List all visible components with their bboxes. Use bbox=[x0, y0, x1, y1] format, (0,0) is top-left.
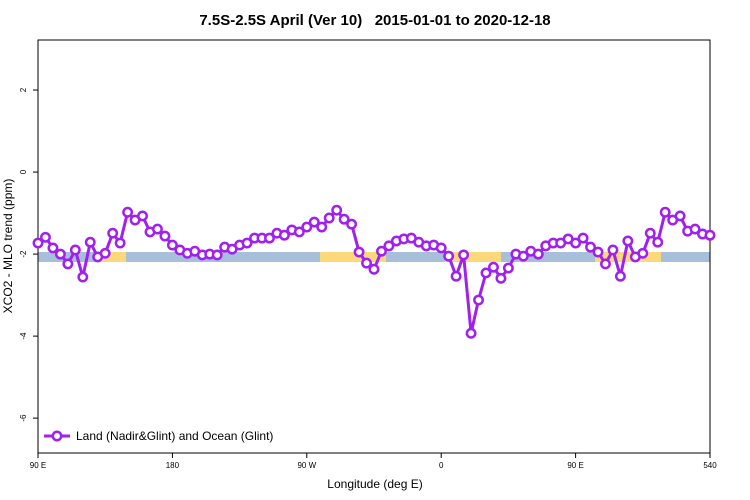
point bbox=[577, 232, 589, 244]
land-band bbox=[445, 252, 501, 262]
point bbox=[40, 231, 51, 243]
point bbox=[368, 263, 380, 275]
surface-band bbox=[38, 252, 710, 262]
x-tick-label: 90 W bbox=[297, 461, 316, 470]
point bbox=[704, 229, 716, 241]
point bbox=[502, 262, 514, 274]
point bbox=[488, 261, 499, 273]
point bbox=[69, 244, 81, 256]
point bbox=[674, 210, 686, 222]
point bbox=[435, 242, 447, 254]
land-band bbox=[320, 252, 386, 262]
point bbox=[331, 204, 343, 216]
chart-title: 7.5S-2.5S April (Ver 10) 2015-01-01 to 2… bbox=[199, 12, 550, 29]
point bbox=[54, 248, 66, 260]
point bbox=[264, 232, 275, 244]
point bbox=[278, 229, 290, 241]
point bbox=[652, 236, 664, 248]
point bbox=[644, 227, 656, 239]
point bbox=[308, 216, 320, 228]
point bbox=[480, 267, 492, 279]
point bbox=[600, 258, 611, 270]
point bbox=[458, 249, 470, 261]
point bbox=[99, 247, 111, 259]
point bbox=[338, 213, 350, 225]
y-tick-label: -2 bbox=[19, 250, 28, 258]
y-tick-label: 0 bbox=[19, 169, 28, 174]
y-tick-label: -4 bbox=[19, 332, 28, 340]
point bbox=[137, 210, 148, 222]
land-band bbox=[100, 252, 126, 262]
point bbox=[77, 271, 89, 283]
x-tick-label: 90 E bbox=[30, 461, 46, 470]
point bbox=[166, 239, 178, 251]
point bbox=[592, 246, 604, 258]
y-tick-label: 2 bbox=[19, 87, 28, 92]
point bbox=[152, 223, 163, 235]
y-tick-label: -6 bbox=[19, 414, 28, 422]
point bbox=[361, 257, 372, 269]
point bbox=[495, 272, 507, 284]
point bbox=[107, 227, 119, 239]
point bbox=[689, 223, 701, 235]
point bbox=[159, 230, 171, 242]
x-axis-label: Longitude (deg E) bbox=[327, 477, 422, 491]
legend-marker bbox=[51, 430, 63, 442]
point bbox=[353, 246, 365, 258]
point bbox=[637, 247, 649, 259]
point bbox=[301, 221, 313, 233]
x-tick-label: 180 bbox=[166, 461, 180, 470]
land-band bbox=[595, 252, 661, 262]
point bbox=[114, 237, 126, 249]
point bbox=[570, 237, 582, 249]
point bbox=[62, 258, 74, 270]
y-axis-label: XCO2 - MLO trend (ppm) bbox=[1, 179, 15, 314]
point bbox=[473, 294, 484, 306]
point bbox=[443, 250, 455, 262]
legend-label: Land (Nadir&Glint) and Ocean (Glint) bbox=[76, 429, 273, 443]
point bbox=[585, 241, 596, 253]
point bbox=[84, 236, 96, 248]
point bbox=[622, 235, 634, 247]
point bbox=[450, 270, 462, 282]
point bbox=[383, 240, 395, 252]
x-tick-label: 0 bbox=[439, 461, 444, 470]
point bbox=[607, 244, 619, 256]
point bbox=[659, 206, 671, 218]
point bbox=[346, 218, 358, 230]
point bbox=[47, 242, 59, 254]
point bbox=[122, 206, 134, 218]
x-tick-label: 540 bbox=[703, 461, 717, 470]
x-tick-label: 90 E bbox=[567, 461, 583, 470]
point bbox=[316, 221, 328, 233]
point bbox=[323, 212, 335, 224]
point bbox=[517, 250, 529, 262]
point bbox=[532, 248, 544, 260]
point bbox=[376, 245, 387, 257]
point bbox=[241, 237, 253, 249]
point bbox=[614, 270, 626, 282]
point bbox=[293, 226, 305, 238]
point bbox=[211, 249, 223, 261]
point bbox=[32, 237, 44, 249]
point bbox=[465, 327, 477, 339]
